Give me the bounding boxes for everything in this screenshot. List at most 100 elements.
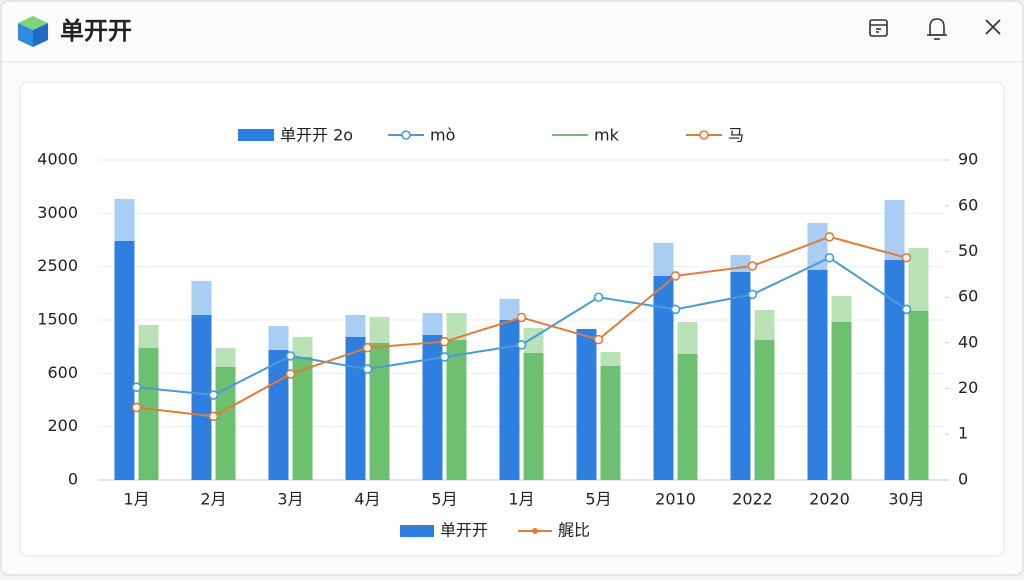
line-marker (362, 342, 373, 353)
x-tick-label: 5月 (431, 490, 457, 509)
bar (576, 328, 597, 480)
line-marker (439, 336, 450, 347)
bar (807, 222, 828, 270)
bar (215, 347, 236, 367)
y2-tick-label: 0 (958, 470, 968, 489)
bar (215, 366, 236, 480)
bar (345, 314, 366, 337)
legend-label: 马 (728, 126, 744, 145)
bar (884, 260, 905, 480)
legend-marker (532, 528, 538, 534)
line-marker (362, 364, 373, 374)
x-tick-label: 3月 (277, 490, 303, 509)
y-tick-label: 600 (47, 363, 78, 382)
y-tick-label: 200 (47, 416, 78, 435)
x-tick-label: 2010 (655, 490, 696, 509)
line-marker (593, 292, 604, 303)
line-marker (901, 252, 912, 263)
y-tick-label: 2500 (37, 256, 78, 275)
legend-label: 单开开 (440, 521, 488, 540)
x-tick-label: 5月 (585, 490, 611, 509)
app-icon (18, 16, 48, 47)
bar (499, 320, 520, 480)
line-marker (824, 252, 835, 263)
close-button[interactable] (985, 19, 1001, 35)
bar (677, 354, 698, 480)
line-marker (747, 289, 758, 300)
legend-label: 单开开 2o (280, 126, 353, 145)
bar (114, 240, 135, 480)
x-tick-label: 2020 (809, 490, 850, 509)
bell-button[interactable] (927, 18, 947, 40)
line-marker (516, 312, 527, 323)
legend-marker (699, 130, 709, 140)
bar (677, 322, 698, 354)
line-marker (670, 271, 681, 281)
bar (369, 342, 390, 480)
bar (653, 276, 674, 480)
bar (369, 316, 390, 343)
y2-tick-label: 60 (958, 287, 978, 306)
y-tick-label: 0 (68, 470, 78, 489)
bar (138, 348, 159, 480)
bar (446, 312, 467, 340)
bar (600, 352, 621, 366)
bar (908, 247, 929, 311)
x-tick-label: 1月 (123, 490, 149, 509)
legend-label: 艉比 (558, 521, 590, 540)
x-tick-label: 30月 (888, 490, 924, 509)
y2-tick-label: 20 (958, 378, 978, 397)
window-title: 单开开 (60, 17, 132, 45)
bar (114, 198, 135, 241)
line-marker (285, 351, 296, 361)
y-tick-label: 3000 (37, 203, 78, 222)
bar (191, 314, 212, 480)
line-marker (593, 334, 604, 345)
line-marker (670, 304, 681, 315)
y-tick-label: 4000 (37, 150, 78, 169)
bar (292, 356, 313, 480)
y2-tick-label: 60 (958, 195, 978, 214)
calendar-button[interactable] (869, 19, 888, 37)
bar (831, 296, 852, 322)
bar (422, 312, 443, 335)
bar (523, 327, 544, 353)
bar (292, 336, 313, 357)
legend-marker (401, 130, 411, 140)
bar (191, 280, 212, 315)
bar (730, 272, 751, 480)
line-marker (901, 304, 912, 315)
y2-tick-label: 1 (958, 424, 968, 443)
y2-tick-label: 40 (958, 332, 978, 351)
line-marker (131, 402, 142, 413)
bar (499, 298, 520, 320)
x-tick-label: 4月 (354, 490, 380, 509)
bar (523, 352, 544, 480)
line-marker (208, 411, 219, 422)
bar (600, 366, 621, 480)
y2-tick-label: 90 (958, 150, 978, 169)
x-tick-label: 2月 (200, 490, 226, 509)
chart: 0 200 600 1500 2500 3000 4000 0 1 20 40 60 50 60 90 1月 2… (37, 126, 978, 540)
bar (908, 310, 929, 480)
y-tick-label: 1500 (37, 310, 78, 329)
y2-tick-label: 50 (958, 241, 978, 260)
line-marker (747, 261, 758, 271)
line-marker (516, 340, 527, 350)
bar (268, 350, 289, 480)
bar (754, 340, 775, 480)
bar (138, 324, 159, 348)
line-marker (131, 382, 142, 393)
bar (807, 270, 828, 480)
bar (884, 200, 905, 260)
line-marker (824, 232, 835, 242)
legend-swatch (400, 525, 434, 537)
bar (730, 254, 751, 272)
bar (446, 340, 467, 480)
x-tick-label: 1月 (508, 490, 534, 509)
bar (754, 310, 775, 340)
bar (831, 322, 852, 480)
bar (268, 326, 289, 350)
